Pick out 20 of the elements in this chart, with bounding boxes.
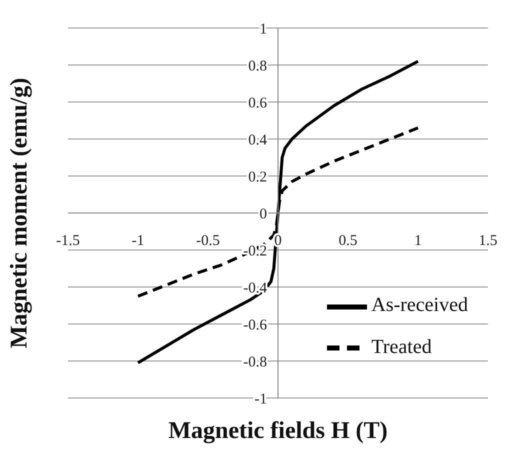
y-axis-title: Magnetic moment (emu/g) xyxy=(6,78,33,348)
x-tick-label: 0.5 xyxy=(338,233,358,249)
y-tick-label: 0.6 xyxy=(248,95,268,112)
y-tick-label: 1 xyxy=(260,21,267,38)
x-tick-label: -1.5 xyxy=(56,233,80,249)
legend-label: As-received xyxy=(371,294,468,316)
x-tick-label: -1 xyxy=(132,233,144,249)
x-tick-label: -0.5 xyxy=(196,233,220,249)
y-tick-label: 0 xyxy=(260,206,267,222)
y-tick-label: -0.8 xyxy=(243,354,267,370)
y-tick-label: 0.2 xyxy=(248,169,267,186)
y-tick-label: 0.8 xyxy=(248,58,267,74)
y-tick-label: 0.4 xyxy=(248,132,268,148)
x-axis-title: Magnetic fields H (T) xyxy=(168,418,388,444)
x-tick-label: 0 xyxy=(274,233,282,249)
x-tick-label: 1 xyxy=(414,233,422,249)
x-tick-label: 1.5 xyxy=(478,233,498,249)
y-tick-label: -0.6 xyxy=(243,317,268,334)
y-tick-label: -1 xyxy=(254,391,267,408)
legend-label: Treated xyxy=(371,336,432,358)
